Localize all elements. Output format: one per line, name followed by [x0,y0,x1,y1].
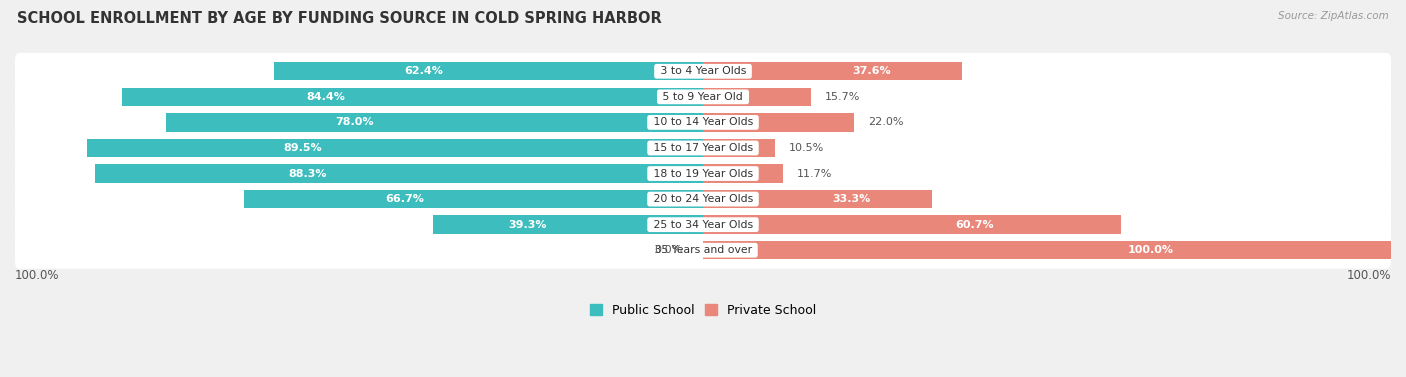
Text: 60.7%: 60.7% [955,220,994,230]
Bar [703,113,855,132]
Bar [703,241,1391,259]
Text: 20 to 24 Year Olds: 20 to 24 Year Olds [650,194,756,204]
Text: 5 to 9 Year Old: 5 to 9 Year Old [659,92,747,102]
Text: 89.5%: 89.5% [284,143,322,153]
FancyBboxPatch shape [15,53,1391,90]
FancyBboxPatch shape [15,155,1391,192]
Bar [96,164,703,183]
Legend: Public School, Private School: Public School, Private School [585,299,821,322]
Bar [433,216,703,234]
Text: 78.0%: 78.0% [335,117,374,127]
Text: 66.7%: 66.7% [385,194,425,204]
Bar [166,113,703,132]
FancyBboxPatch shape [15,232,1391,269]
Text: 62.4%: 62.4% [405,66,443,76]
Text: 3 to 4 Year Olds: 3 to 4 Year Olds [657,66,749,76]
Bar [245,190,703,208]
Text: 100.0%: 100.0% [1128,245,1173,255]
FancyBboxPatch shape [15,206,1391,243]
Text: 15 to 17 Year Olds: 15 to 17 Year Olds [650,143,756,153]
Bar [703,139,775,157]
Text: 35 Years and over: 35 Years and over [651,245,755,255]
Text: Source: ZipAtlas.com: Source: ZipAtlas.com [1278,11,1389,21]
Text: SCHOOL ENROLLMENT BY AGE BY FUNDING SOURCE IN COLD SPRING HARBOR: SCHOOL ENROLLMENT BY AGE BY FUNDING SOUR… [17,11,662,26]
Text: 39.3%: 39.3% [508,220,547,230]
Text: 15.7%: 15.7% [825,92,860,102]
Bar [703,87,811,106]
Bar [703,164,783,183]
Bar [122,87,703,106]
Text: 0.0%: 0.0% [654,245,682,255]
Text: 100.0%: 100.0% [1347,269,1391,282]
Text: 10 to 14 Year Olds: 10 to 14 Year Olds [650,117,756,127]
FancyBboxPatch shape [15,78,1391,115]
Text: 37.6%: 37.6% [852,66,890,76]
Bar [703,190,932,208]
Bar [703,62,962,80]
Text: 84.4%: 84.4% [307,92,344,102]
Text: 33.3%: 33.3% [832,194,872,204]
Text: 11.7%: 11.7% [797,169,832,179]
Text: 88.3%: 88.3% [288,169,328,179]
Text: 10.5%: 10.5% [789,143,824,153]
Text: 18 to 19 Year Olds: 18 to 19 Year Olds [650,169,756,179]
Bar [703,216,1121,234]
Bar [87,139,703,157]
Bar [274,62,703,80]
FancyBboxPatch shape [15,130,1391,166]
Text: 25 to 34 Year Olds: 25 to 34 Year Olds [650,220,756,230]
FancyBboxPatch shape [15,181,1391,218]
Text: 100.0%: 100.0% [15,269,59,282]
FancyBboxPatch shape [15,104,1391,141]
Text: 22.0%: 22.0% [868,117,904,127]
